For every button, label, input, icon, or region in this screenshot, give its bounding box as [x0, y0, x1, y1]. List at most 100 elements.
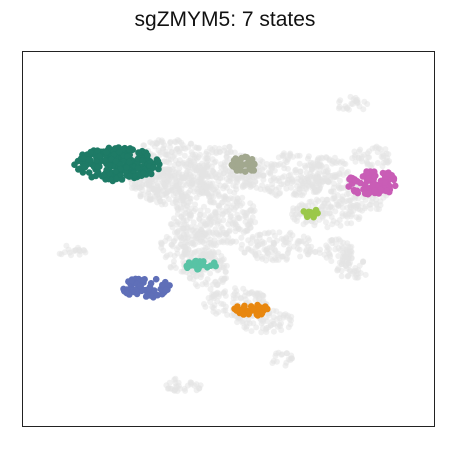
- background-point: [293, 183, 300, 190]
- background-point: [253, 324, 260, 331]
- background-point: [188, 149, 195, 156]
- background-point: [173, 384, 180, 391]
- background-point: [305, 153, 312, 160]
- chart-title: sgZMYM5: 7 states: [134, 8, 316, 31]
- background-point: [373, 201, 380, 208]
- background-point: [247, 184, 254, 190]
- background-point: [356, 148, 363, 155]
- background-point: [299, 202, 306, 209]
- state-point: [116, 148, 123, 156]
- background-point: [309, 165, 316, 172]
- state-point: [365, 189, 373, 197]
- background-point: [158, 240, 165, 247]
- background-point: [221, 144, 228, 151]
- background-point: [154, 180, 161, 187]
- background-point: [174, 250, 181, 257]
- state-point: [144, 152, 151, 159]
- state-point: [159, 281, 166, 289]
- state-point: [154, 291, 161, 299]
- background-point: [169, 153, 176, 160]
- background-point: [346, 197, 353, 204]
- background-point: [158, 137, 165, 144]
- background-point: [349, 155, 356, 162]
- state-point: [250, 167, 258, 174]
- state-point: [142, 293, 150, 300]
- background-point: [209, 146, 216, 153]
- background-point: [176, 138, 183, 145]
- state-point: [309, 211, 317, 218]
- background-point: [195, 247, 202, 254]
- background-point: [372, 144, 379, 151]
- background-point: [286, 231, 293, 238]
- background-point: [352, 94, 359, 101]
- background-point: [283, 235, 289, 242]
- background-point: [192, 144, 199, 151]
- background-point: [338, 166, 345, 173]
- background-point: [211, 240, 218, 247]
- background-point: [58, 251, 65, 258]
- background-point: [268, 255, 274, 262]
- background-point: [243, 325, 250, 332]
- state-point: [207, 262, 215, 270]
- background-point: [362, 271, 369, 278]
- background-point: [384, 159, 391, 166]
- background-point: [235, 225, 242, 232]
- background-point: [377, 198, 384, 205]
- background-point: [333, 160, 340, 166]
- state-cluster-1: [71, 144, 163, 185]
- background-point: [344, 191, 350, 198]
- background-point: [234, 195, 241, 201]
- state-point: [241, 168, 249, 175]
- background-point: [209, 291, 216, 298]
- background-point: [228, 312, 235, 319]
- state-point: [364, 175, 372, 182]
- state-cluster-5: [183, 257, 219, 273]
- background-point: [323, 154, 330, 161]
- state-point: [345, 183, 353, 190]
- background-point: [335, 203, 342, 209]
- background-point: [279, 351, 286, 358]
- background-point: [280, 314, 287, 321]
- background-point: [325, 204, 332, 211]
- background-point: [190, 219, 197, 226]
- state-cluster-6: [120, 275, 173, 301]
- background-point: [187, 182, 194, 189]
- background-point: [167, 385, 174, 392]
- background-point: [193, 186, 200, 193]
- background-point: [184, 193, 191, 200]
- background-point: [333, 197, 340, 204]
- background-point: [160, 198, 167, 205]
- background-point: [338, 273, 345, 280]
- background-point: [222, 303, 229, 310]
- background-point: [347, 93, 354, 100]
- background-point: [327, 172, 334, 179]
- background-point: [182, 387, 189, 394]
- background-point: [222, 231, 229, 238]
- background-point: [339, 213, 346, 220]
- background-point: [218, 275, 225, 282]
- background-point: [184, 382, 191, 389]
- background-point: [284, 255, 291, 262]
- background-point: [217, 259, 224, 266]
- background-point: [161, 142, 168, 149]
- background-point: [219, 174, 226, 181]
- background-point: [171, 215, 177, 222]
- background-point: [382, 146, 389, 153]
- background-point: [344, 249, 351, 255]
- background-point: [185, 144, 192, 151]
- background-point: [320, 175, 327, 182]
- background-point: [183, 182, 190, 188]
- state-point: [118, 176, 126, 183]
- background-point: [327, 237, 334, 244]
- background-point: [261, 164, 268, 171]
- background-point: [141, 142, 148, 149]
- background-point: [194, 155, 200, 162]
- background-point: [222, 269, 229, 276]
- background-point: [305, 162, 312, 169]
- background-point: [312, 248, 319, 255]
- background-point: [171, 237, 178, 244]
- background-point: [190, 250, 197, 257]
- background-point: [224, 311, 231, 318]
- background-point: [330, 218, 337, 224]
- background-point: [227, 213, 234, 220]
